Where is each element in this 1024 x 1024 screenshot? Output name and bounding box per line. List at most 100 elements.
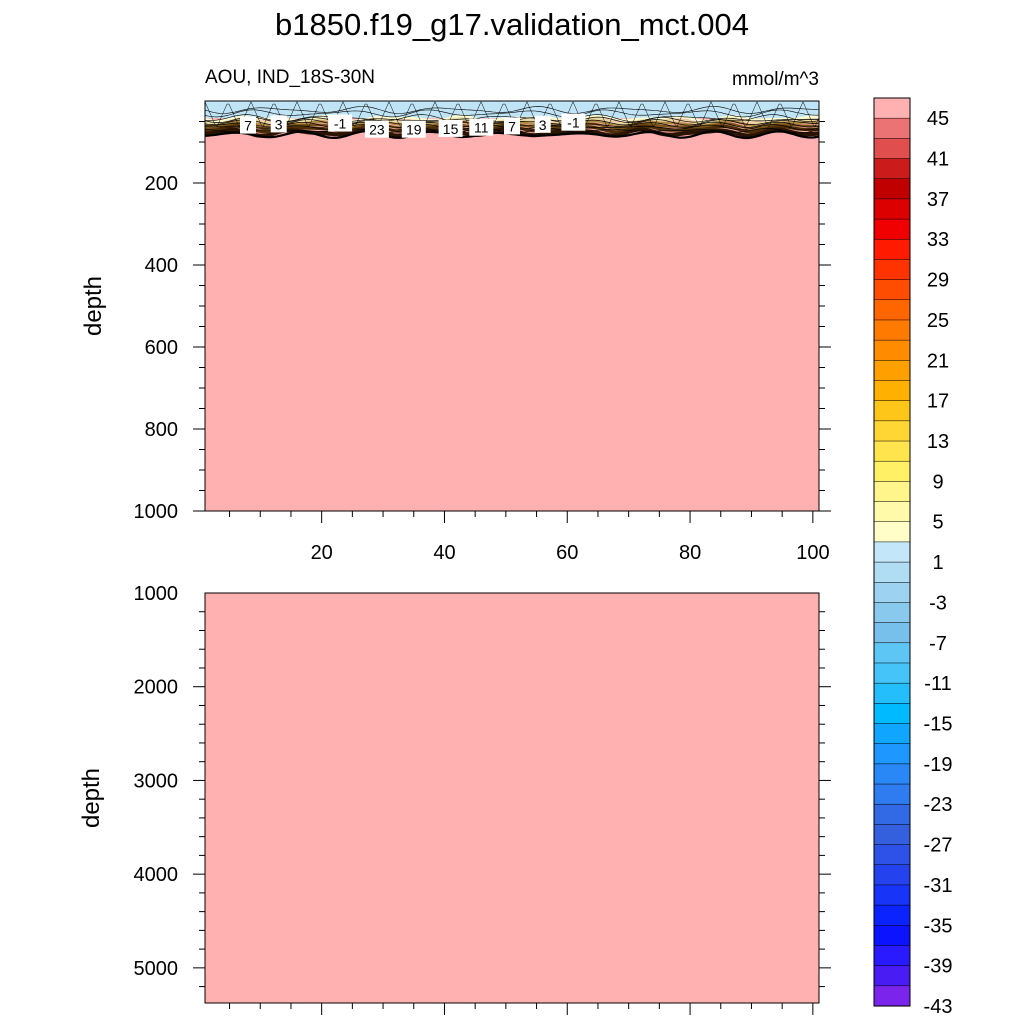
colorbar-label: -31 [924,875,953,897]
colorbar-swatch [873,904,911,926]
upper-axis-ticks: 200 400 600 800 1000 20 40 60 80 100 [134,121,831,564]
lower-panel: 1000 2000 3000 4000 5000 depth [78,583,831,1015]
colorbar-label: -39 [924,956,953,978]
colorbar-swatch [873,662,911,684]
colorbar-swatch [873,582,911,604]
contour-label: 3 [275,116,283,132]
contour-label: 23 [369,122,385,138]
colorbar-swatch [873,985,911,1007]
contour-label-box [364,120,389,138]
colorbar: 45 41 37 33 29 25 21 17 13 9 5 1 -3 -7 -11 -15 -19 -23 -27… [873,97,953,1018]
colorbar-label: -43 [924,996,953,1018]
colorbar-swatch [873,460,911,482]
colorbar-label: 25 [927,310,949,332]
upper-y-axis-label: depth [80,276,107,336]
colorbar-label: 1 [932,552,943,574]
x-tick-label: 40 [433,542,455,564]
lower-y-axis-label: depth [78,768,105,828]
colorbar-label: 21 [927,350,949,372]
contour-label: 7 [244,118,252,134]
colorbar-swatch [873,218,911,240]
colorbar-swatch [873,178,911,200]
contour-label: -1 [567,115,580,131]
y-tick-label: 800 [145,419,178,441]
colorbar-swatch [873,622,911,644]
colorbar-swatch [873,299,911,321]
x-tick-label: 80 [679,542,701,564]
colorbar-label: 37 [927,189,949,211]
contour-label: 3 [539,117,547,133]
colorbar-swatch [873,279,911,301]
colorbar-swatch [873,238,911,260]
colorbar-swatch [873,541,911,563]
colorbar-swatch [873,501,911,523]
colorbar-swatch [873,521,911,543]
x-tick-label: 20 [311,542,333,564]
contour-labels: 7 3 -1 23 19 15 11 7 3 -1 [240,113,586,138]
colorbar-label: 29 [927,270,949,292]
y-tick-label: 3000 [134,770,179,792]
colorbar-swatch [873,481,911,503]
colorbar-swatch [873,561,911,583]
colorbar-swatch [873,198,911,220]
y-tick-label: 1000 [134,583,179,605]
colorbar-swatch [873,339,911,361]
units-label: mmol/m^3 [732,69,819,90]
colorbar-swatch [873,97,911,119]
colorbar-swatch [873,682,911,704]
contour-label: 11 [474,120,489,136]
colorbar-swatch [873,602,911,624]
colorbar-swatch [873,703,911,725]
colorbar-label: -11 [924,673,951,695]
colorbar-swatch [873,400,911,422]
upper-plot-area [205,101,819,511]
contour-line [205,109,819,118]
colorbar-swatch [873,925,911,947]
colorbar-label: 9 [932,471,943,493]
colorbar-label: -3 [929,592,947,614]
contour-label-box [469,118,494,136]
colorbar-swatch [873,360,911,382]
colorbar-label: -27 [924,835,953,857]
colorbar-swatch [873,117,911,139]
y-tick-label: 4000 [134,864,179,886]
contour-label-box [270,115,287,133]
colorbar-swatch [873,319,911,341]
y-tick-label: 400 [145,255,178,277]
colorbar-label: 33 [927,229,949,251]
chart-title: b1850.f19_g17.validation_mct.004 [275,7,749,42]
colorbar-label: 45 [927,108,949,130]
colorbar-label: -15 [924,714,953,736]
contour-label-box [240,116,256,134]
colorbar-swatch [873,844,911,866]
contour-label-box [328,114,353,132]
y-tick-label: 600 [145,337,178,359]
x-tick-label: 100 [796,542,829,564]
colorbar-swatch [873,259,911,281]
colorbar-swatch [873,783,911,805]
contour-label: 15 [443,121,459,137]
colorbar-swatch [873,864,911,886]
contour-label: -1 [334,116,347,132]
colorbar-frame [873,97,911,1007]
lower-axis-ticks: 1000 2000 3000 4000 5000 [134,583,831,1015]
colorbar-swatch [873,380,911,402]
colorbar-swatch [873,642,911,664]
contour-line [205,106,819,114]
y-tick-label: 1000 [134,501,179,523]
x-tick-label: 60 [556,542,578,564]
lower-plot-frame [204,592,820,1004]
colorbar-swatch [873,884,911,906]
contour-label: 19 [406,122,422,138]
contour-label-box [534,115,551,133]
colorbar-label: -7 [929,633,947,655]
subtitle-left: AOU, IND_18S-30N [205,67,375,88]
colorbar-swatch [873,158,911,180]
colorbar-swatch [873,803,911,825]
upper-panel: 7 3 -1 23 19 15 11 7 3 -1 200 400 600 800 1000 20 40 60 8… [80,100,831,564]
contour-label-box [401,120,426,138]
colorbar-swatch [873,743,911,765]
colorbar-label: 13 [927,431,949,453]
colorbar-swatch [873,824,911,846]
